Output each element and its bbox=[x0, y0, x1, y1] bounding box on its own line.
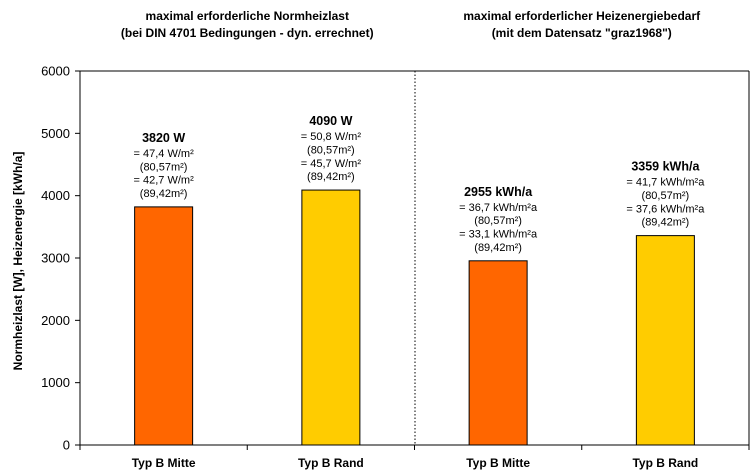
bar bbox=[635, 235, 695, 446]
group-title-line: maximal erforderliche Normheizlast bbox=[146, 9, 349, 23]
data-label-detail: (80,57m²) bbox=[642, 190, 690, 202]
data-label: 4090 W bbox=[309, 114, 352, 128]
bar bbox=[468, 260, 528, 446]
bar bbox=[301, 189, 361, 446]
data-label-detail: = 41,7 kWh/m²a bbox=[626, 177, 705, 189]
group-titles: maximal erforderliche Normheizlast (bei D… bbox=[121, 9, 701, 40]
axes: 0 1000 2000 3000 4000 5000 6000 bbox=[41, 64, 750, 453]
x-tick-label: Typ B Rand bbox=[632, 456, 698, 470]
data-label: 3820 W bbox=[142, 131, 185, 145]
data-label-detail: (80,57m²) bbox=[140, 161, 188, 173]
data-label-detail: (80,57m²) bbox=[307, 144, 355, 156]
x-tick-label: Typ B Mitte bbox=[466, 456, 530, 470]
x-tick-label: Typ B Rand bbox=[298, 456, 364, 470]
y-tick-label: 3000 bbox=[41, 251, 70, 266]
data-label-detail: = 47,4 W/m² bbox=[134, 148, 195, 160]
y-tick-label: 2000 bbox=[41, 313, 70, 328]
y-tick-label: 6000 bbox=[41, 64, 70, 79]
bars bbox=[134, 189, 695, 446]
data-label-detail: = 36,7 kWh/m²a bbox=[459, 202, 538, 214]
x-tick-label: Typ B Mitte bbox=[132, 456, 196, 470]
y-axis-label: Normheizlast [W], Heizenergie [kWh/a] bbox=[11, 152, 25, 371]
group-title-line: maximal erforderlicher Heizenergiebedarf bbox=[463, 9, 701, 23]
data-label-detail: (80,57m²) bbox=[474, 215, 522, 227]
data-label: 3359 kWh/a bbox=[631, 160, 700, 174]
group-title-line: (bei DIN 4701 Bedingungen - dyn. errechn… bbox=[121, 26, 374, 40]
y-tick-label: 0 bbox=[63, 438, 70, 453]
data-label-detail: = 37,6 kWh/m²a bbox=[626, 203, 705, 215]
data-label-detail: = 33,1 kWh/m²a bbox=[459, 229, 538, 241]
data-label-detail: (89,42m²) bbox=[140, 188, 188, 200]
group-title-line: (mit dem Datensatz "graz1968") bbox=[492, 26, 672, 40]
y-tick-label: 1000 bbox=[41, 375, 70, 390]
y-tick-label: 5000 bbox=[41, 126, 70, 141]
data-label: 2955 kWh/a bbox=[464, 185, 533, 199]
data-label-detail: = 42,7 W/m² bbox=[134, 175, 195, 187]
data-label-detail: (89,42m²) bbox=[307, 171, 355, 183]
data-label-detail: = 50,8 W/m² bbox=[301, 131, 362, 143]
y-tick-label: 4000 bbox=[41, 188, 70, 203]
data-label-detail: (89,42m²) bbox=[474, 242, 522, 254]
bar bbox=[134, 206, 194, 446]
data-label-detail: = 45,7 W/m² bbox=[301, 158, 362, 170]
data-label-detail: (89,42m²) bbox=[642, 217, 690, 229]
